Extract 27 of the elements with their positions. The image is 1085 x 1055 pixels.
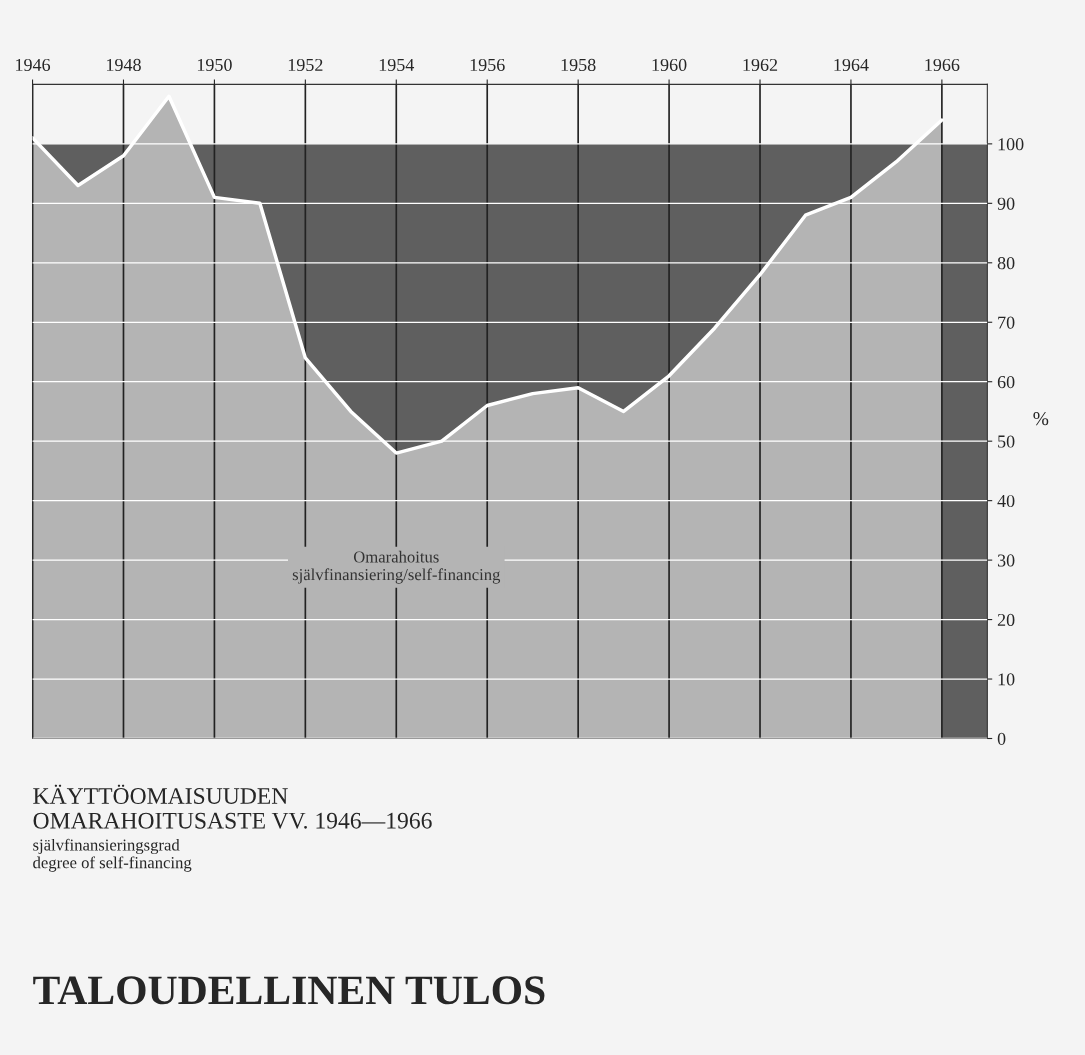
x-tick-label: 1962 (743, 58, 778, 72)
text: TALOUDELLINEN TULOS (33, 976, 545, 1005)
x-tick-label: 1954 (379, 58, 415, 72)
y-axis-title: % (1033, 412, 1049, 426)
y-tick-label: 90 (997, 197, 1015, 210)
y-tick-label: 100 (998, 138, 1024, 151)
x-tick-label: 1946 (16, 58, 51, 72)
x-tick-label: 1958 (561, 58, 596, 72)
x-tick-label: 1964 (834, 58, 869, 72)
text: självfinansieringsgrad degree of self-financing (33, 838, 192, 872)
x-tick-label: 1960 (652, 58, 687, 72)
x-tick-label: 1952 (288, 58, 323, 72)
y-tick-label: 10 (998, 673, 1015, 686)
x-tick-label: 1956 (470, 58, 505, 72)
x-tick-label: 1966 (925, 58, 960, 72)
y-tick-label: 70 (998, 316, 1015, 329)
y-tick-label: 60 (997, 375, 1015, 389)
y-tick-label: 40 (997, 494, 1015, 508)
y-tick-label: 80 (997, 257, 1015, 270)
text: KÄYTTÖOMAISUUDEN OMARAHOITUSASTE VV. 1946—1966 (33, 784, 432, 829)
series-label: Omarahoitus självfinansiering/self-financing (292, 550, 501, 584)
y-tick-label: 0 (997, 732, 1006, 745)
x-tick-label: 1950 (197, 58, 232, 72)
x-tick-label: 1948 (107, 58, 141, 72)
y-tick-label: 20 (997, 613, 1015, 627)
y-tick-label: 50 (998, 435, 1015, 448)
y-tick-label: 30 (997, 554, 1015, 567)
